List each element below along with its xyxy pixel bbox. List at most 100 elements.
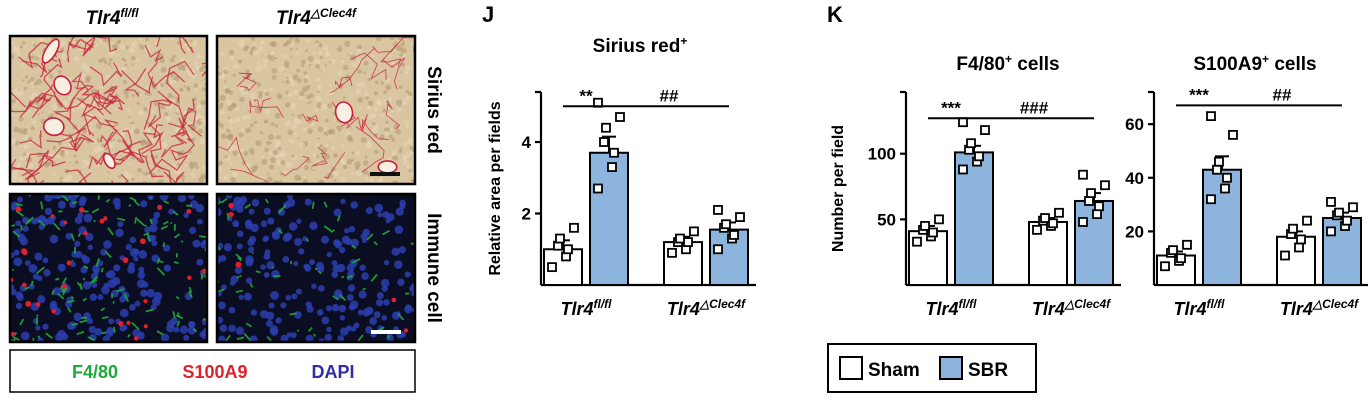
data-point [1222,172,1232,183]
data-point [920,221,930,231]
panel-letter: K [827,2,843,27]
stain-legend-f480: F4/80 [72,362,118,382]
data-point [1054,207,1064,218]
data-point [547,262,557,273]
significance-label: *** [1189,85,1209,104]
micrograph-immune-floxed [8,192,209,344]
data-point [1228,129,1238,140]
stain-legend: F4/80 S100A9 DAPI [9,349,416,393]
data-point [1220,183,1230,194]
bar [589,151,629,286]
chart-title: Sirius red+ [593,34,688,57]
data-point [1084,196,1094,206]
data-point [1168,245,1178,256]
data-point [1048,218,1058,229]
data-point [713,244,723,255]
x-tick-label: Tlr4fl/fl [560,297,612,319]
significance-label: ### [1020,98,1049,117]
legend-label-sham: Sham [868,360,920,381]
y-axis-label: Relative area per fields [487,101,504,275]
y-tick-label: 40 [1125,169,1144,188]
chart-title: F4/80+ cells [956,52,1059,75]
micrograph-sirius-floxed [8,34,209,186]
significance-label: ## [1273,85,1292,104]
data-point [713,205,723,215]
y-tick-label: 50 [877,210,896,229]
x-tick-label: Tlr4fl/fl [1173,297,1225,319]
bar [1202,168,1242,286]
micrograph-col-label-1: Tlr4fl/fl [86,6,140,29]
data-point [1078,169,1088,180]
data-point [1086,188,1096,198]
x-tick-label: Tlr4fl/fl [925,297,977,319]
data-point [1176,253,1186,264]
data-point [980,125,990,135]
y-tick-label: 4 [522,133,532,152]
data-point [1094,201,1104,212]
significance-label: ** [579,86,593,105]
significance-label: *** [941,98,961,117]
data-point [1206,111,1216,122]
data-point [683,237,693,248]
data-point [607,162,617,172]
data-point [1214,156,1224,167]
y-tick-label: 20 [1125,222,1144,241]
data-point [1342,215,1352,226]
bar [1156,254,1196,286]
data-point [609,147,619,158]
y-tick-label: 2 [522,205,531,224]
chart-sirius-red: J Sirius red+ Relative area per fields 2 4 **… [482,2,756,319]
data-point [555,233,565,244]
data-point [1040,213,1050,223]
y-axis-label: Number per field [830,125,847,252]
x-tick-label: Tlr4△Clec4f [1032,297,1111,319]
data-point [1206,194,1216,205]
data-point [966,138,976,149]
data-point [1078,217,1088,227]
data-point [667,247,677,258]
micrograph-immune-knockout [215,192,417,344]
data-point [601,122,611,133]
y-tick-label: 60 [1125,115,1144,134]
data-point [721,219,731,230]
data-point [689,226,699,237]
data-point [934,214,944,225]
data-point [675,233,685,244]
data-point [912,236,922,247]
data-point [1348,202,1358,213]
micrograph-row-label-1: Sirius red [423,66,444,154]
data-point [958,164,968,175]
scale-bar [370,172,400,176]
legend-swatch-sbr [939,356,963,380]
data-point [1326,226,1336,237]
stain-legend-s100a9: S100A9 [182,362,247,382]
data-point [1182,239,1192,250]
data-point [1100,180,1110,191]
data-point [599,137,609,147]
data-point [563,244,573,255]
data-point [958,117,968,128]
data-point [735,212,745,222]
chart-f480-cells: K F4/80+ cells Number per field 50 100 *** ###… [827,2,1121,319]
data-point [1288,223,1298,234]
data-point [928,227,938,238]
data-point [1160,261,1170,272]
data-point [1092,209,1102,220]
data-point [729,230,739,240]
chart-title: S100A9+ cells [1193,52,1316,75]
micrograph-row-label-2: Immune cell [423,213,444,323]
panel-letter: J [482,2,494,27]
data-point [1212,164,1222,175]
data-point [1302,215,1312,226]
chart-s100a9-cells: S100A9+ cells 20 40 60 *** ## Tlr4fl/fl Tlr4△Cl… [1125,52,1368,319]
data-point [1334,207,1344,218]
data-point [1296,234,1306,245]
legend-label-sbr: SBR [968,360,1008,381]
data-point [569,222,579,233]
data-point [974,151,984,162]
data-point [593,183,603,194]
data-point [615,112,625,122]
data-point [1280,250,1290,261]
micrograph-col-label-2: Tlr4△Clec4f [276,6,357,29]
